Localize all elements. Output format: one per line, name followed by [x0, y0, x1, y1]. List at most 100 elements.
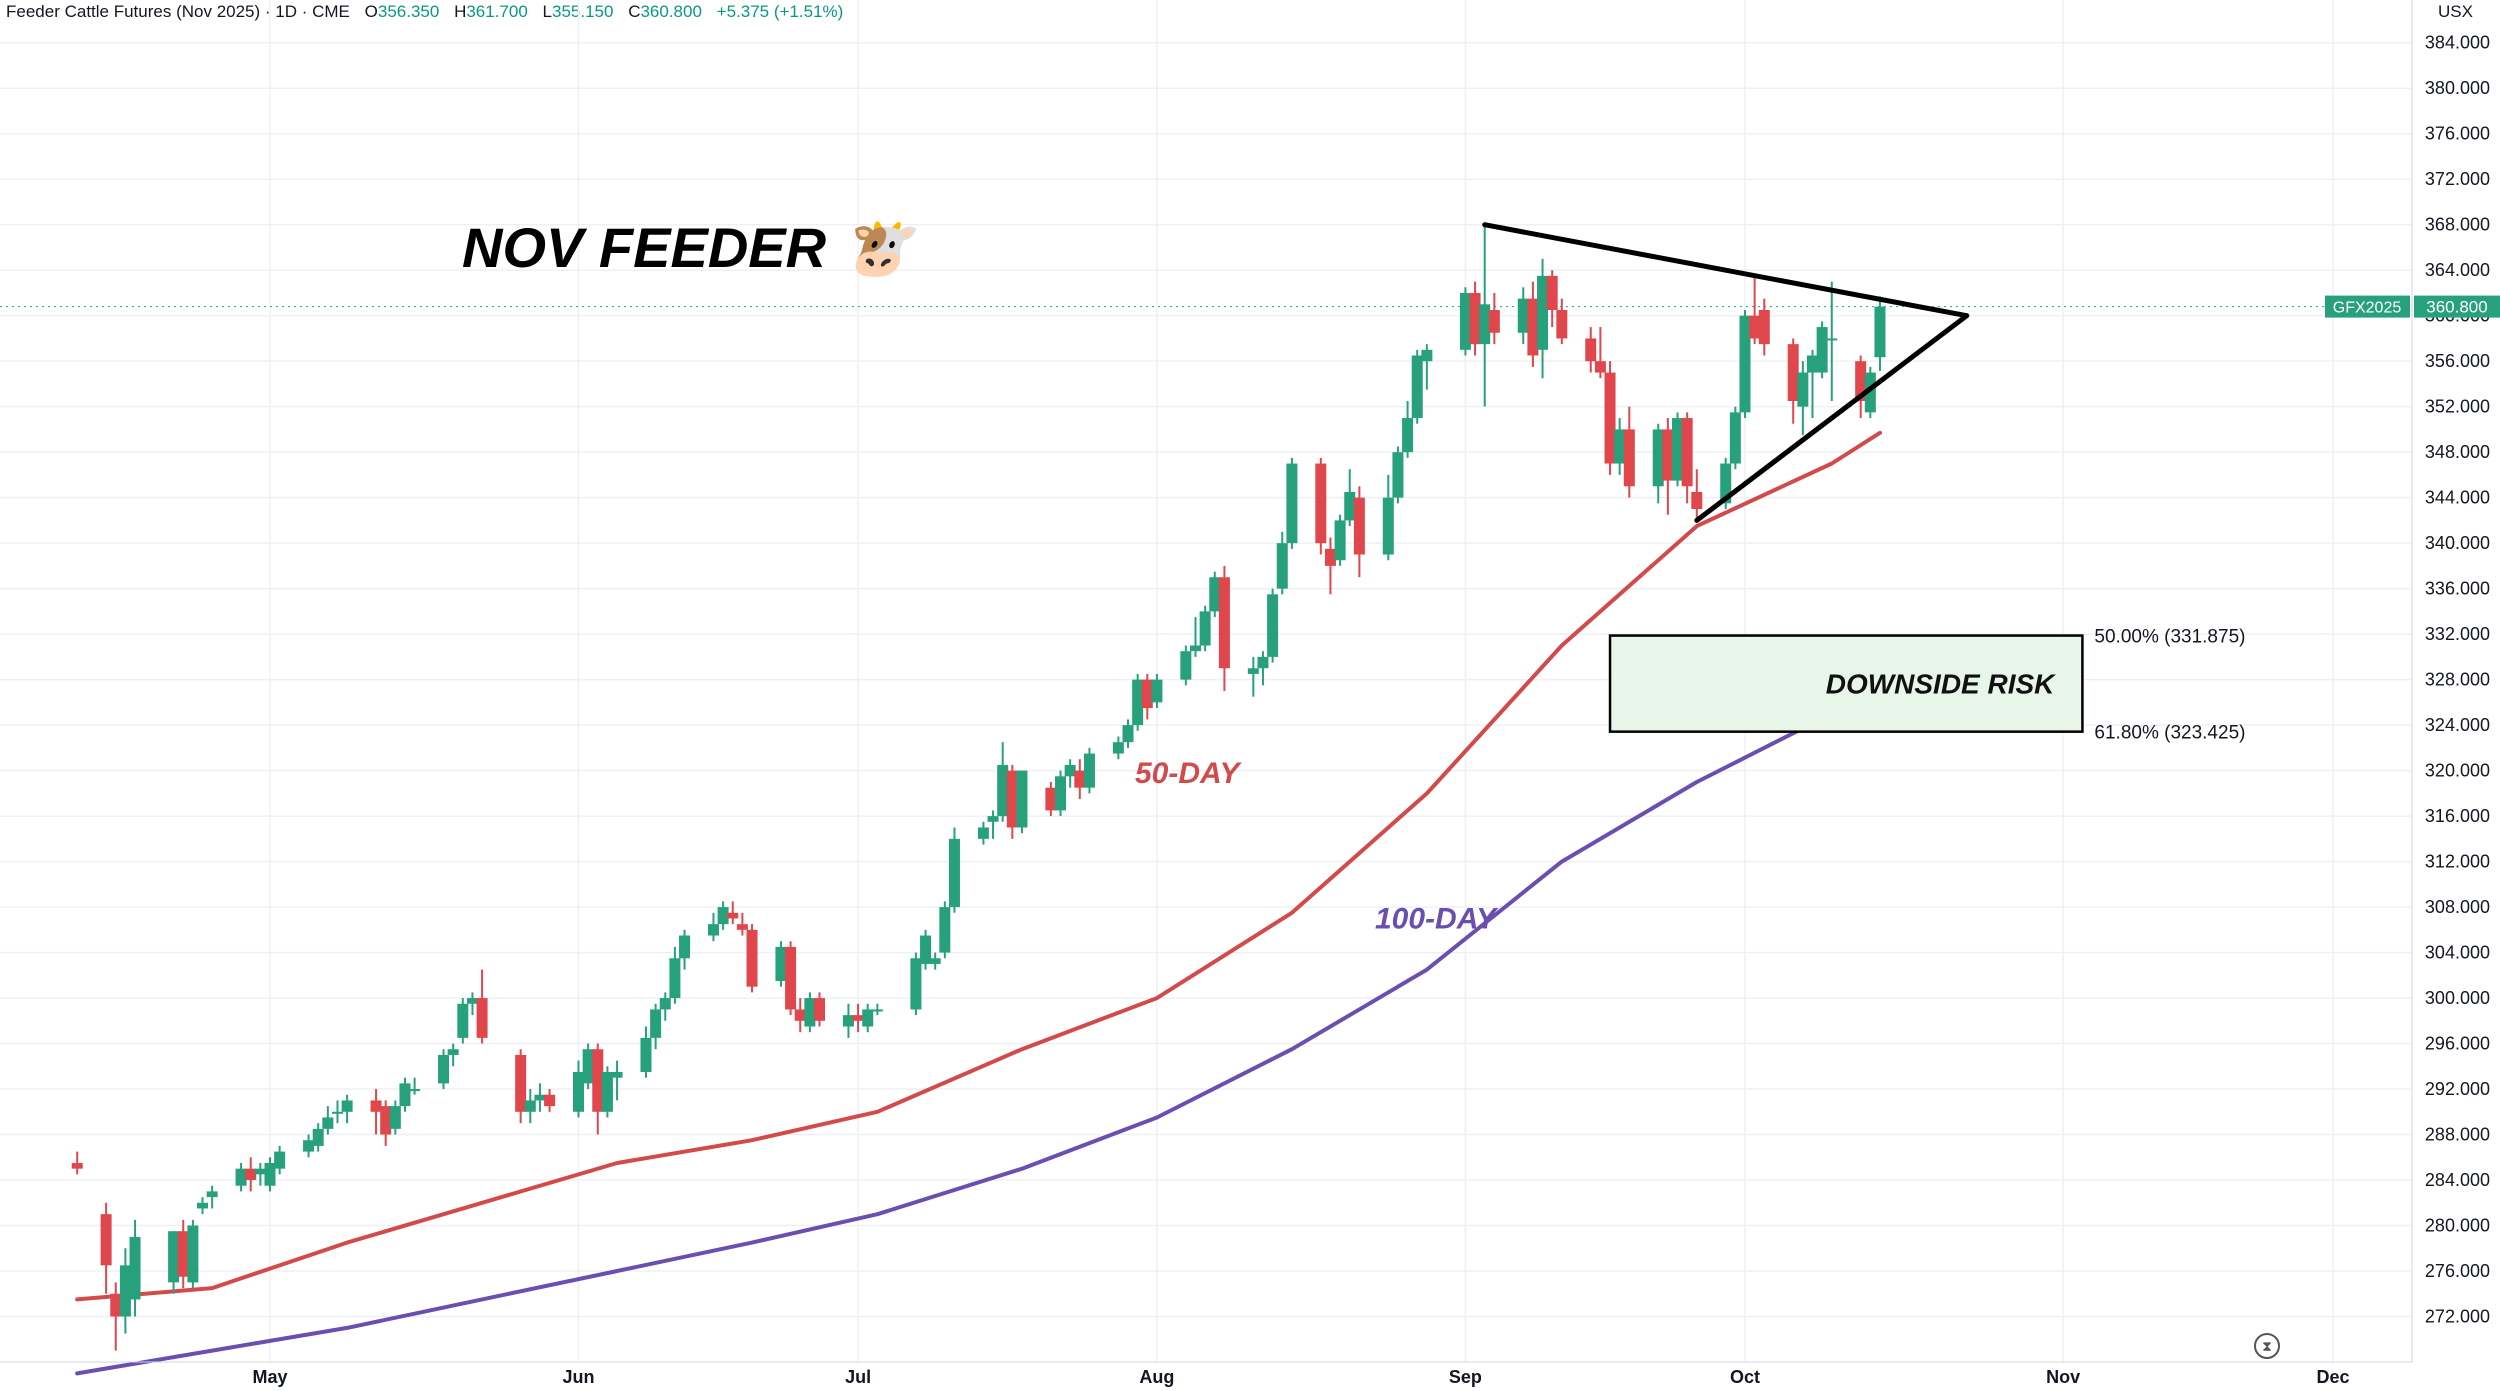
candle-body: [785, 946, 797, 1010]
y-tick-label: 312.000: [2425, 852, 2490, 872]
candle-body: [1556, 310, 1568, 339]
candle-body: [1353, 497, 1365, 555]
candle-body: [842, 1015, 854, 1027]
candle-body: [1459, 292, 1471, 350]
downside-zone: [1608, 634, 2084, 733]
candle-body: [804, 998, 816, 1027]
candle-body: [1218, 577, 1230, 669]
candle-body: [524, 1100, 536, 1112]
candle-body: [1411, 355, 1423, 419]
y-tick-label: 364.000: [2425, 260, 2490, 280]
candle-body: [129, 1236, 141, 1300]
candle-body: [910, 958, 922, 1010]
ma50-label: 50-DAY: [1135, 757, 1242, 790]
close-value: 360.800: [640, 2, 702, 21]
candle-body: [1797, 372, 1809, 407]
x-tick-label: Jul: [845, 1367, 871, 1387]
y-tick-label: 332.000: [2425, 624, 2490, 644]
candle-body: [582, 1049, 594, 1084]
y-tick-label: 324.000: [2425, 715, 2490, 735]
candle-body: [1006, 770, 1018, 828]
candle-body: [1623, 429, 1635, 487]
candle-body: [1421, 349, 1433, 362]
candle-body: [1344, 491, 1356, 521]
y-tick-label: 296.000: [2425, 1034, 2490, 1054]
candle-body: [601, 1071, 613, 1112]
candle-body: [1402, 418, 1414, 453]
currency-label[interactable]: USX: [2438, 2, 2473, 21]
change-value: +5.375 (+1.51%): [716, 2, 844, 21]
candle-body: [341, 1100, 353, 1112]
candle-body: [457, 1003, 469, 1038]
candle-body: [100, 1214, 112, 1266]
hourglass-icon[interactable]: ⧗: [2254, 1333, 2280, 1359]
y-tick-label: 316.000: [2425, 806, 2490, 826]
candle-body: [1189, 645, 1201, 652]
candle-body: [168, 1231, 180, 1283]
candle-body: [1739, 315, 1751, 413]
x-tick-label: May: [252, 1367, 287, 1387]
candle-body: [1209, 577, 1221, 612]
candle-body: [1488, 310, 1500, 333]
y-tick-label: 300.000: [2425, 988, 2490, 1008]
candle-body: [977, 827, 989, 839]
candle-body: [1151, 679, 1163, 703]
candle-body: [264, 1162, 276, 1186]
candle-body: [1257, 656, 1269, 669]
candle-body: [659, 998, 671, 1010]
symbol-tag-label: GFX2025: [2333, 300, 2402, 317]
candle-body: [254, 1168, 266, 1175]
chart-title: NOV FEEDER 🐮: [462, 216, 921, 279]
candle-body: [929, 958, 941, 964]
candle-body: [1286, 463, 1298, 544]
candle-body: [592, 1049, 604, 1112]
candle-body: [1681, 418, 1693, 487]
candle-body: [1382, 497, 1394, 555]
candle-body: [679, 935, 691, 959]
candle-body: [611, 1071, 623, 1078]
candle-body: [939, 907, 951, 953]
candle-body: [775, 946, 787, 982]
candle-body: [1122, 725, 1134, 743]
candle-body: [1787, 344, 1799, 401]
y-tick-label: 304.000: [2425, 943, 2490, 963]
candles: [71, 224, 1886, 1351]
candle-body: [312, 1128, 324, 1146]
candle-body: [1855, 361, 1867, 401]
candle-body: [1749, 315, 1761, 339]
candle-body: [862, 1009, 874, 1027]
candle-body: [1016, 770, 1028, 828]
candle-body: [794, 1009, 806, 1021]
open-label: O: [364, 2, 378, 21]
candle-body: [1141, 679, 1153, 709]
candle-body: [110, 1293, 122, 1317]
y-tick-label: 380.000: [2425, 78, 2490, 98]
candle-body: [119, 1265, 131, 1317]
candle-body: [544, 1094, 556, 1107]
candle-body: [303, 1140, 315, 1152]
candle-body: [1064, 764, 1076, 777]
y-tick-label: 288.000: [2425, 1125, 2490, 1145]
candle-body: [1074, 770, 1086, 788]
symbol-title[interactable]: Feeder Cattle Futures (Nov 2025) · 1D · …: [6, 2, 350, 21]
candle-body: [1180, 651, 1192, 680]
candle-body: [389, 1106, 401, 1129]
candle-body: [1334, 520, 1346, 561]
candle-body: [534, 1094, 546, 1101]
candle-body: [1199, 611, 1211, 646]
candle-body: [515, 1054, 527, 1112]
candle-body: [1315, 463, 1327, 544]
x-tick-label: Sep: [1449, 1367, 1482, 1387]
candle-body: [1132, 679, 1144, 726]
fib-618-label: 61.80% (323.425): [2094, 723, 2245, 744]
candle-body: [1083, 753, 1095, 788]
candle-body: [987, 816, 999, 822]
trendline: [1482, 222, 1970, 319]
drawing-overlays[interactable]: DOWNSIDE RISK 50.00% (331.875) 61.80% (323…: [462, 216, 2245, 744]
y-tick-label: 272.000: [2425, 1307, 2490, 1327]
moving-averages: 50-DAY 100-DAY: [75, 430, 1882, 1376]
y-tick-label: 344.000: [2425, 488, 2490, 508]
candle-body: [476, 998, 488, 1038]
last-price-tag: [2414, 295, 2500, 318]
